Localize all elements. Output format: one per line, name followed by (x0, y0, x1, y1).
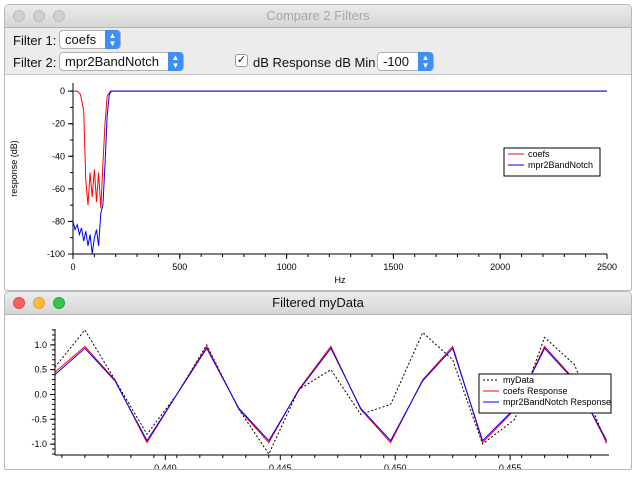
x-axis-label: Hz (335, 275, 346, 285)
response-graph[interactable]: 0 500 1000 1500 2000 2500 0 -20 -40 -60 -80 -100 Hz r… (5, 74, 631, 290)
legend-label: mpr2BandNotch Response (503, 397, 611, 407)
series-line-1 (72, 90, 607, 255)
series-line-0 (54, 329, 608, 456)
x-tick-label: 0.455 (499, 463, 522, 469)
y-tick-label: -1.0 (31, 439, 47, 449)
legend-label: mpr2BandNotch (528, 160, 593, 170)
zoom-icon[interactable] (53, 297, 65, 309)
x-tick-label: 0.440 (154, 463, 177, 469)
chevron-updown-icon: ▲ ▼ (418, 52, 433, 71)
filtered-graph[interactable]: 0.440 0.445 0.450 0.455 1.0 0.5 0.0 -0.5 -1.0 myD… (5, 315, 631, 469)
y-tick-label: 0.5 (34, 365, 47, 375)
filter1-popup[interactable]: coefs ▲ ▼ (59, 30, 121, 49)
db-min-value: -100 (383, 54, 410, 69)
db-response-checkbox[interactable]: ✓ (235, 54, 248, 67)
y-tick-label: -80 (52, 216, 65, 226)
window-titlebar[interactable]: Filtered myData (5, 292, 631, 315)
zoom-icon[interactable] (53, 10, 65, 22)
compare-filters-window: Compare 2 Filters Filter 1: coefs ▲ ▼ Fil… (4, 4, 632, 291)
filter2-value: mpr2BandNotch (65, 54, 159, 69)
y-tick-label: -40 (52, 151, 65, 161)
x-tick-label: 0.450 (384, 463, 407, 469)
x-tick-label: 2500 (597, 262, 617, 272)
x-tick-label: 0.445 (269, 463, 292, 469)
y-tick-label: 1.0 (34, 340, 47, 350)
db-min-popup[interactable]: -100 ▲ ▼ (377, 52, 434, 71)
filtered-mydata-window: Filtered myData 0.440 0.445 0.450 0.455 1.0 0… (4, 291, 632, 470)
filter1-value: coefs (65, 32, 97, 47)
x-tick-label: 1000 (277, 262, 297, 272)
x-tick-label: 0 (70, 262, 75, 272)
y-tick-label: -20 (52, 119, 65, 129)
legend-box (478, 373, 612, 414)
filter2-popup[interactable]: mpr2BandNotch ▲ ▼ (59, 52, 184, 71)
chevron-updown-icon: ▲ ▼ (105, 30, 120, 49)
response-chart: 0 500 1000 1500 2000 2500 0 -20 -40 -60 -80 -100 Hz r… (9, 83, 617, 285)
filter1-label: Filter 1: (13, 33, 57, 48)
legend-label: coefs Response (503, 386, 568, 396)
legend-label: coefs (528, 149, 550, 159)
close-icon[interactable] (13, 10, 25, 22)
y-tick-label: -60 (52, 184, 65, 194)
x-tick-label: 500 (172, 262, 187, 272)
db-min-label: dB Min (335, 55, 376, 70)
y-tick-label: 0.0 (34, 389, 47, 399)
y-axis-label: response (dB) (9, 140, 19, 197)
y-tick-label: -100 (47, 249, 65, 259)
filter2-label: Filter 2: (13, 55, 57, 70)
minimize-icon[interactable] (33, 297, 45, 309)
minimize-icon[interactable] (33, 10, 45, 22)
x-tick-label: 1500 (383, 262, 403, 272)
db-response-label: dB Response (253, 55, 332, 70)
window-title: Compare 2 Filters (266, 8, 370, 23)
legend-box (503, 147, 601, 177)
x-tick-label: 2000 (490, 262, 510, 272)
window-title: Filtered myData (272, 295, 364, 310)
close-icon[interactable] (13, 297, 25, 309)
window-titlebar[interactable]: Compare 2 Filters (5, 5, 631, 28)
y-tick-label: 0 (60, 86, 65, 96)
chevron-updown-icon: ▲ ▼ (168, 52, 183, 71)
legend-label: myData (503, 375, 534, 385)
filtered-chart: 0.440 0.445 0.450 0.455 1.0 0.5 0.0 -0.5 -1.0 myD… (31, 329, 612, 469)
y-tick-label: -0.5 (31, 414, 47, 424)
